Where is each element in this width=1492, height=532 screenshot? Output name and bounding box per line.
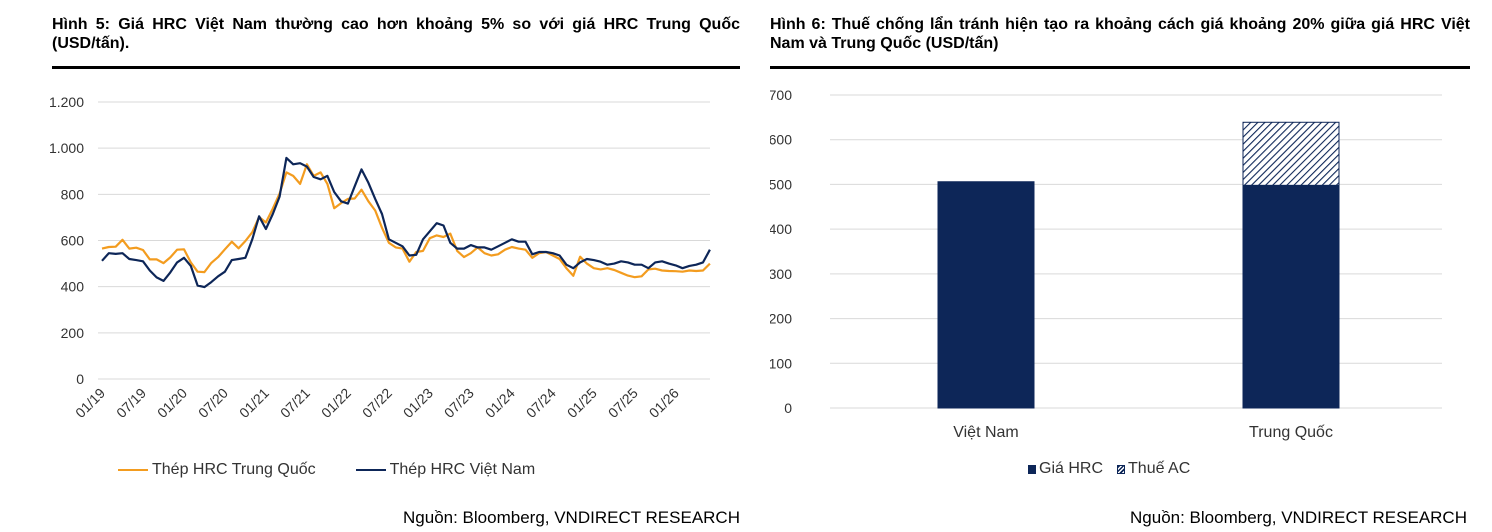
y-tick-label: 500 — [770, 176, 792, 192]
gia-hrc-bar-1 — [1242, 184, 1340, 409]
x-tick-label: 07/24 — [523, 385, 559, 421]
gia-hrc-bar-0 — [937, 181, 1035, 409]
thue-ac-bar-1 — [1242, 121, 1340, 186]
y-tick-label: 600 — [770, 132, 792, 148]
x-tick-label: 01/24 — [482, 385, 518, 421]
x-tick-label: 01/23 — [400, 385, 436, 421]
x-tick-label: 01/25 — [564, 385, 600, 421]
y-tick-label: 300 — [770, 266, 792, 282]
y-tick-label: 1.000 — [49, 140, 84, 156]
x-tick-label: 01/26 — [646, 385, 682, 421]
x-tick-label: 07/21 — [277, 385, 313, 421]
x-category-label: Việt Nam — [953, 424, 1019, 441]
figure-5-title: Hình 5: Giá HRC Việt Nam thường cao hơn … — [52, 16, 740, 52]
legend-item-china: Thép HRC Trung Quốc — [118, 461, 316, 479]
solid-square-icon — [1028, 464, 1036, 474]
figure-5-source: Nguồn: Bloomberg, VNDIRECT RESEARCH — [403, 508, 740, 527]
y-tick-label: 400 — [770, 221, 792, 237]
legend-item-gia-hrc: Giá HRC — [1028, 460, 1103, 478]
legend-item-vietnam: Thép HRC Việt Nam — [355, 461, 536, 479]
y-tick-label: 0 — [76, 371, 84, 387]
x-tick-label: 01/20 — [154, 385, 190, 421]
china-line-swatch — [118, 469, 148, 471]
y-tick-label: 100 — [770, 355, 792, 371]
y-tick-label: 700 — [770, 87, 792, 103]
x-tick-label: 01/21 — [236, 385, 272, 421]
figure-6-title: Hình 6: Thuế chống lẩn tránh hiện tạo ra… — [770, 16, 1470, 52]
x-tick-label: 07/25 — [605, 385, 641, 421]
y-tick-label: 1.200 — [49, 94, 84, 110]
x-tick-label: 01/22 — [318, 385, 354, 421]
figure-6-panel: Hình 6: Thuế chống lẩn tránh hiện tạo ra… — [770, 0, 1492, 532]
figure-5-title-rule — [52, 66, 740, 69]
y-tick-label: 0 — [784, 400, 792, 416]
x-category-label: Trung Quốc — [1249, 424, 1333, 441]
y-tick-label: 200 — [61, 325, 85, 341]
legend-label-gia-hrc: Giá HRC — [1039, 460, 1104, 477]
vietnam-line-swatch — [355, 469, 386, 471]
hatched-square-icon — [1117, 464, 1126, 474]
x-tick-label: 07/22 — [359, 385, 395, 421]
figure-6-title-rule — [770, 66, 1470, 69]
hrc-stacked-bar-chart: 0 100 200 300 400 500 600 700 Việt Nam Trung Quốc — [770, 87, 1442, 441]
legend-label-thue-ac: Thuế AC — [1128, 460, 1191, 477]
vietnam-hrc-series-line — [101, 156, 711, 289]
x-tick-label: 07/20 — [195, 385, 231, 421]
figure-5-panel: Hình 5: Giá HRC Việt Nam thường cao hơn … — [0, 0, 745, 532]
y-tick-label: 200 — [770, 311, 792, 327]
y-tick-label: 400 — [61, 279, 85, 295]
y-tick-label: 800 — [61, 186, 85, 202]
y-tick-label: 600 — [61, 233, 85, 249]
legend-item-thue-ac: Thuế AC — [1117, 460, 1190, 478]
x-tick-label: 01/19 — [72, 385, 108, 421]
legend-label-china: Thép HRC Trung Quốc — [152, 461, 316, 478]
figure-6-source: Nguồn: Bloomberg, VNDIRECT RESEARCH — [1130, 508, 1467, 527]
x-tick-label: 07/19 — [113, 385, 149, 421]
china-hrc-series-line — [101, 163, 711, 279]
bar-chart-legend: Giá HRC Thuế AC — [1028, 460, 1230, 478]
x-tick-label: 07/23 — [441, 385, 477, 421]
legend-label-vietnam: Thép HRC Việt Nam — [389, 461, 536, 478]
line-chart-legend: Thép HRC Trung Quốc Thép HRC Việt Nam — [118, 461, 575, 479]
